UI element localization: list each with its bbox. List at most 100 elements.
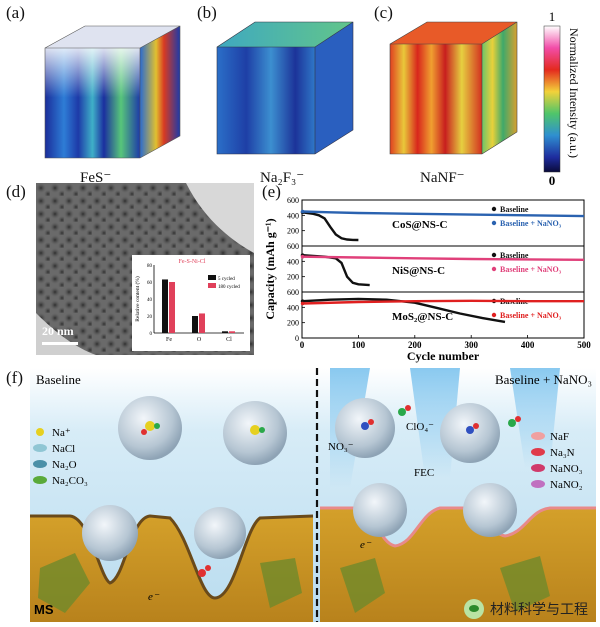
inset-y-tick-label: 0 (150, 332, 153, 337)
label-ms: MS (34, 602, 54, 617)
cycling-x-tick-label: 400 (521, 340, 535, 350)
watermark-text: 材料科学与工程 (490, 602, 588, 618)
caption-nanf: NaNF⁻ (420, 170, 465, 186)
schematic-left-title: Baseline (36, 372, 81, 387)
legend-nacl: NaCl (52, 443, 75, 455)
inset-x-tick-label: Cl (226, 337, 232, 343)
cycling-series-line (302, 210, 585, 218)
colorbar: 1 0 Normalized Intensity (a.u.) (543, 10, 581, 185)
label-no3: NO₃⁻ (328, 441, 354, 453)
inset-x-tick-label: Fe (166, 337, 172, 343)
cycling-y-tick-label: 600 (287, 196, 299, 205)
cycling-series-line (302, 211, 359, 242)
cycling-series-point (300, 209, 305, 214)
right-legend: NaF Na₃N NaNO₃ NaNO₂ (531, 431, 583, 491)
caption-fes: FeS⁻ (80, 170, 112, 186)
cycling-series-line (302, 299, 584, 305)
cycling-series-line (302, 255, 585, 261)
wechat-icon (464, 599, 484, 619)
schematic-right-title: Baseline + NaNO₃ (495, 372, 592, 387)
cycling-chart: 200 400 600 Baseline Baseline + NaNO₃ CoS@NS-… (263, 196, 591, 363)
cycling-series-point (300, 254, 305, 259)
caption-na2f3: Na₂F₃⁻ (260, 170, 305, 186)
cycling-y-tick-label: 0 (295, 334, 299, 343)
cycling-x-tick-label: 200 (408, 340, 422, 350)
cube-fes (44, 25, 181, 159)
cycling-y-tick-label: 200 (287, 273, 299, 282)
cycling-panel-name: NiS@NS-C (392, 265, 445, 277)
panel-a-label: (a) (6, 3, 25, 22)
cycling-legend-label: Baseline + NaNO₃ (500, 311, 562, 320)
inset-y-tick-label: 60 (147, 281, 153, 286)
cycling-legend-label: Baseline (500, 205, 529, 214)
cycling-legend-marker (491, 312, 497, 318)
legend-nano3: NaNO₃ (550, 463, 583, 475)
cycling-panel-name: CoS@NS-C (392, 219, 448, 231)
cycling-y-tick-label: 600 (287, 242, 299, 251)
cycling-y-tick-label: 400 (287, 303, 299, 312)
legend-na2co3: Na₂CO₃ (52, 475, 88, 487)
inset-legend-label: 5 cycled (218, 277, 235, 282)
inset-legend-swatch (208, 275, 216, 280)
inset-y-tick-label: 80 (147, 264, 153, 269)
cycling-x-tick-label: 500 (577, 340, 591, 350)
inset-y-tick-label: 40 (147, 298, 153, 303)
label-electron-right: e⁻ (360, 539, 372, 551)
cycling-y-tick-label: 600 (287, 288, 299, 297)
cycling-panel-name: MoS₂@NS-C (392, 311, 453, 323)
legend-na2o: Na₂O (52, 459, 77, 471)
inset-bar (199, 313, 205, 333)
cycling-series-point (300, 301, 305, 306)
panel-e-label: (e) (262, 182, 281, 201)
cycling-series-line (302, 297, 506, 324)
inset-title: Fe-S-Ni-Cl (179, 259, 206, 265)
panel-f-label: (f) (6, 368, 23, 387)
inset-legend-label: 180 cycled (218, 285, 240, 290)
inset-bar-chart: 0 20 40 60 80 Relative content (%) Fe O Cl Fe-S-N… (132, 255, 250, 351)
cycling-legend-marker (491, 266, 497, 272)
inset-legend-swatch (208, 283, 216, 288)
legend-na3n: Na₃N (550, 447, 575, 459)
inset-y-label: Relative content (%) (134, 276, 141, 322)
tem-image: 20 nm 0 20 40 60 80 Relative content (%) Fe O Cl… (36, 183, 254, 355)
cycling-y-tick-label: 200 (287, 227, 299, 236)
cycling-legend-label: Baseline (500, 251, 529, 260)
inset-y-tick-label: 20 (147, 315, 153, 320)
cycling-y-tick-label: 400 (287, 211, 299, 220)
cycling-legend-marker (491, 252, 497, 258)
colorbar-title: Normalized Intensity (a.u.) (567, 28, 581, 158)
label-clo4: ClO₄⁻ (406, 421, 434, 433)
schematic: Baseline Baseline + NaNO₃ Na⁺ NaCl Na₂O … (30, 368, 596, 622)
inset-x-tick-label: O (197, 337, 202, 343)
cycling-panel-frame (301, 291, 585, 339)
cube-nanf (389, 21, 518, 155)
cycling-legend-marker (491, 220, 497, 226)
cycling-y-label: Capacity (mAh g⁻¹) (263, 218, 277, 319)
panel-b-label: (b) (197, 3, 217, 22)
legend-na-ion: Na⁺ (52, 427, 71, 439)
legend-naf: NaF (550, 431, 569, 443)
cube-na2f3 (216, 21, 354, 155)
inset-bar (222, 331, 228, 333)
cycling-x-tick-label: 100 (352, 340, 366, 350)
colorbar-min: 0 (549, 173, 556, 185)
colorbar-max: 1 (549, 10, 556, 24)
tem-scale-label: 20 nm (42, 324, 74, 338)
cycling-x-tick-label: 0 (300, 340, 305, 350)
cycling-y-tick-label: 200 (287, 319, 299, 328)
inset-bar (229, 331, 235, 333)
label-fec: FEC (414, 467, 434, 479)
inset-bar (169, 282, 175, 333)
cycling-y-tick-label: 400 (287, 257, 299, 266)
cycling-x-tick-label: 300 (464, 340, 478, 350)
cycling-x-label: Cycle number (407, 349, 480, 363)
inset-bar (192, 316, 198, 333)
panel-c-label: (c) (374, 3, 393, 22)
inset-bar (162, 279, 168, 333)
panel-d-label: (d) (6, 182, 26, 201)
cycling-legend-label: Baseline + NaNO₃ (500, 219, 562, 228)
label-electron-left: e⁻ (148, 591, 160, 603)
cycling-series-line (302, 254, 370, 287)
cycling-legend-label: Baseline + NaNO₃ (500, 265, 562, 274)
legend-nano2: NaNO₂ (550, 479, 583, 491)
